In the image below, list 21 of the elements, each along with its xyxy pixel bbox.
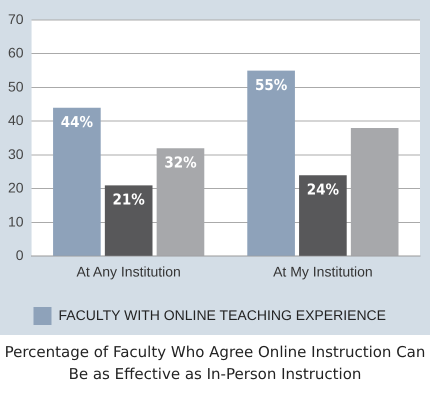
x-tick-label: At Any Institution	[76, 263, 181, 280]
text: Percentage of Faculty Who Agree Online Instruction Can Be as Effective as In-Person Instruction	[4, 342, 426, 385]
x-tick-label: At My Institution	[273, 263, 373, 280]
y-tick-label: 10	[8, 213, 24, 230]
y-tick-label: 60	[8, 44, 24, 61]
bar	[299, 175, 347, 256]
bar	[53, 108, 101, 256]
y-tick-label: 70	[8, 10, 24, 27]
legend-label: FACULTY WITH ONLINE TEACHING EXPERIENCE	[58, 306, 386, 323]
data-label: 44%	[60, 113, 94, 132]
data-label: 24%	[306, 180, 340, 199]
data-label: 21%	[112, 190, 146, 209]
y-tick-label: 20	[8, 180, 24, 196]
data-label: 32%	[164, 154, 198, 172]
y-tick-label: 50	[8, 78, 24, 94]
y-tick-label: 30	[8, 146, 24, 162]
bar	[247, 70, 295, 256]
data-label: 55%	[254, 76, 288, 94]
bar	[104, 185, 153, 256]
y-tick-label: 0	[16, 247, 24, 264]
y-tick-label: 40	[8, 112, 24, 128]
